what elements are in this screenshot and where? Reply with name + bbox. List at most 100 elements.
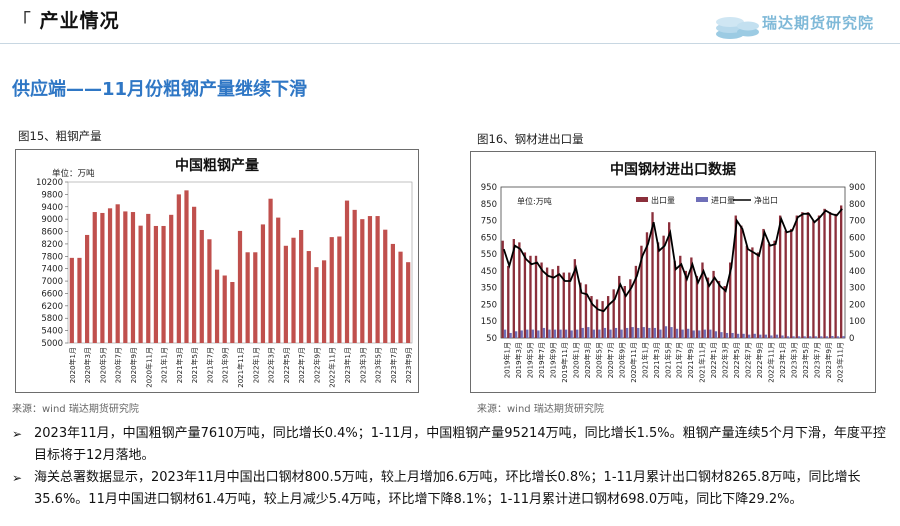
legend-swatch-出口量	[636, 197, 648, 202]
import-bar	[709, 329, 712, 338]
import-bar	[514, 331, 518, 338]
x-tick-label: 2023年3月	[358, 347, 367, 383]
export-bar	[717, 280, 721, 338]
bar-2020年11月	[146, 213, 151, 343]
bar-2022年2月	[260, 224, 266, 343]
export-bar	[618, 275, 621, 338]
left-tick-label: 850	[481, 200, 497, 210]
export-bar	[723, 285, 726, 338]
bar-2020年1月	[69, 257, 74, 343]
x-tick-label: 2022年3月	[721, 342, 730, 378]
export-bar	[673, 260, 676, 338]
import-bar	[753, 333, 756, 338]
export-bar	[734, 215, 737, 338]
export-bar	[679, 255, 682, 338]
export-bar	[518, 242, 521, 338]
import-bar	[786, 336, 790, 338]
export-bar	[806, 212, 810, 338]
bar-2022年11月	[329, 237, 334, 343]
bar-2023年3月	[360, 219, 365, 343]
export-bar	[595, 299, 599, 338]
bar-2022年7月	[299, 229, 304, 343]
y-tick-label: 8200	[41, 240, 63, 250]
import-bar	[742, 333, 745, 338]
import-bar	[803, 336, 806, 338]
import-bar	[637, 327, 640, 338]
legend-label-进口量: 进口量	[711, 196, 735, 205]
export-bar	[767, 244, 771, 338]
export-bar	[701, 262, 704, 338]
x-tick-label: 2022年1月	[709, 342, 718, 378]
export-bar	[656, 242, 660, 338]
import-bar	[797, 336, 801, 338]
fig16-chart-frame: 50 150 250 350 450 550 650 750 850 950 0 100 200 300 4…	[470, 151, 876, 393]
legend-swatch-进口量	[696, 197, 708, 202]
bar-2020年12月	[153, 225, 159, 343]
page-subtitle: 供应端——11月份粗钢产量继续下滑	[12, 79, 308, 100]
right-tick-label: 300	[849, 284, 865, 294]
x-tick-label: 2020年3月	[83, 347, 92, 383]
import-bar	[820, 336, 823, 338]
x-tick-label: 2022年5月	[732, 342, 741, 378]
x-tick-label: 2022年7月	[297, 347, 306, 383]
x-tick-label: 2019年5月	[526, 342, 535, 378]
x-tick-label: 2020年11月	[629, 342, 638, 383]
x-tick-label: 2022年11月	[766, 342, 775, 383]
x-tick-label: 2021年9月	[221, 347, 230, 383]
y-tick-label: 8600	[41, 228, 63, 238]
fig16-source: 来源：wind 瑞达期货研究院	[477, 404, 604, 415]
import-bar	[720, 332, 723, 338]
bullet-text: 海关总署数据显示，2023年11月中国出口钢材800.5万吨，较上月增加6.6万…	[34, 470, 861, 507]
arrow-bullet-icon: ➢	[12, 427, 23, 441]
y-tick-label: 7000	[41, 277, 63, 287]
bar-2021年12月	[245, 252, 250, 343]
right-tick-label: 100	[849, 317, 865, 327]
title-text: 产业情况	[39, 10, 120, 32]
export-bar	[590, 296, 593, 338]
legend-label-出口量: 出口量	[651, 195, 675, 205]
left-tick-label: 250	[481, 300, 497, 310]
export-bar	[668, 222, 671, 338]
x-tick-label: 2023年5月	[801, 342, 810, 378]
x-tick-label: 2023年1月	[343, 347, 352, 383]
net-export-line	[502, 208, 843, 313]
x-tick-label: 2023年9月	[404, 347, 413, 383]
export-bar	[706, 277, 710, 338]
bar-2023年9月	[406, 262, 411, 343]
bar-2021年1月	[161, 225, 166, 343]
import-bar	[526, 329, 529, 338]
x-tick-label: 2020年3月	[583, 342, 592, 378]
x-tick-label: 2021年3月	[175, 347, 184, 383]
export-bar	[523, 252, 527, 338]
bar-2020年4月	[92, 212, 97, 343]
export-bar	[795, 215, 798, 338]
import-bar	[836, 336, 840, 338]
x-tick-label: 2022年7月	[744, 342, 753, 378]
import-bar	[648, 327, 651, 338]
x-tick-label: 2020年9月	[129, 347, 138, 383]
x-tick-label: 2022年9月	[312, 347, 321, 383]
x-tick-label: 2021年7月	[675, 342, 684, 378]
bar-2020年10月	[138, 225, 143, 343]
x-tick-label: 2023年9月	[824, 342, 833, 378]
x-tick-label: 2021年5月	[190, 347, 199, 383]
left-tick-label: 50	[486, 334, 497, 344]
x-tick-label: 2020年9月	[617, 342, 626, 378]
chart-title: 中国钢材进出口数据	[610, 161, 736, 178]
bar-2022年5月	[283, 245, 288, 343]
export-bar	[601, 301, 604, 338]
x-tick-label: 2020年1月	[68, 347, 77, 383]
x-tick-label: 2021年11月	[698, 342, 707, 383]
bar-2022年4月	[276, 217, 281, 343]
unit-label: 单位:万吨	[517, 196, 552, 206]
import-bar	[570, 330, 573, 338]
bar-2023年4月	[367, 216, 373, 343]
y-tick-label: 6600	[41, 289, 63, 299]
left-tick-label: 950	[481, 183, 497, 193]
export-bar	[695, 275, 699, 338]
bar-2021年4月	[184, 190, 189, 343]
export-bar	[579, 282, 582, 338]
y-tick-label: 5400	[41, 327, 63, 337]
import-bar	[542, 327, 546, 338]
right-tick-label: 200	[849, 300, 865, 310]
